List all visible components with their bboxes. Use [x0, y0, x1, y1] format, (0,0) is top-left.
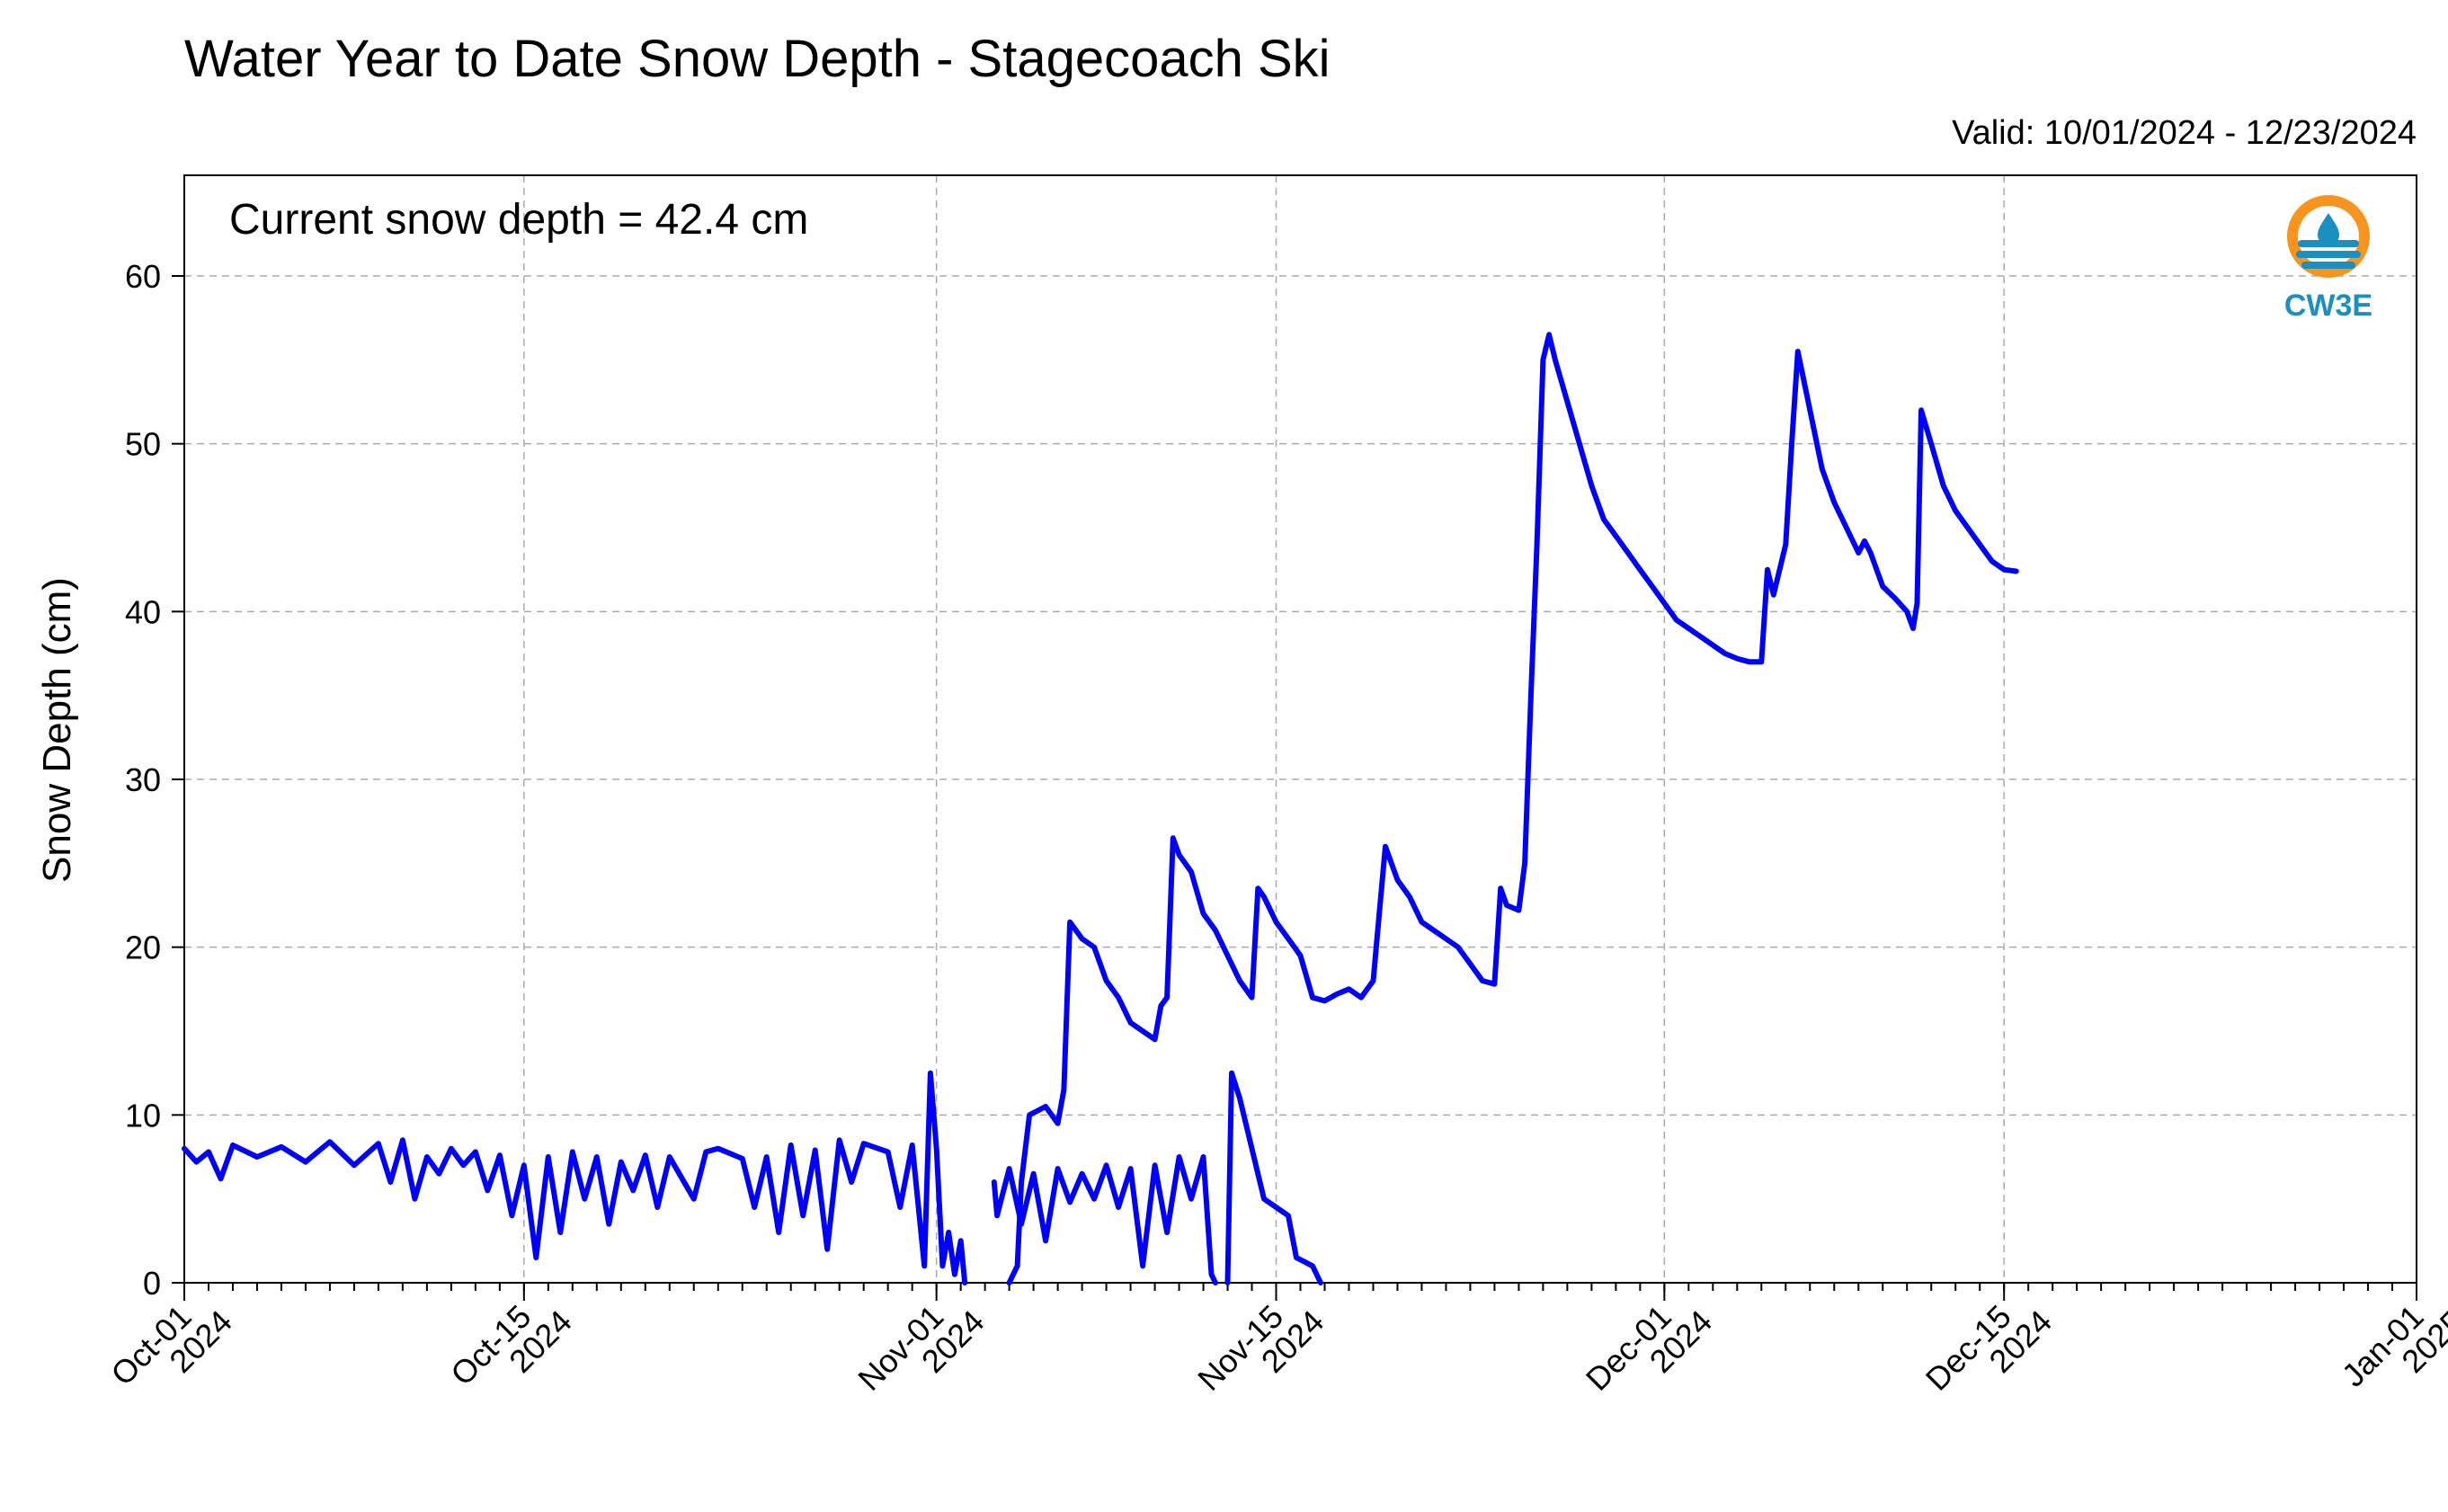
logo-wave-mid-icon — [2296, 251, 2361, 258]
snow-depth-line-segment — [991, 1154, 1218, 1285]
snow-depth-line-segment — [182, 1070, 968, 1285]
snow-depth-line-segment — [1006, 332, 2019, 1285]
logo-water-drop-icon — [2318, 213, 2339, 245]
x-tick-label: Nov-012024 — [850, 1280, 991, 1420]
y-tick-label: 30 — [125, 761, 161, 798]
logo-text: CW3E — [2284, 289, 2372, 323]
x-tick-label: Dec-152024 — [1918, 1280, 2059, 1420]
snow-depth-series — [182, 332, 2019, 1285]
y-tick-label: 0 — [143, 1265, 161, 1302]
y-axis: 0 10 20 30 40 50 60 — [125, 258, 184, 1302]
x-tick-label: Nov-152024 — [1190, 1280, 1331, 1420]
snow-depth-line-segment — [1224, 1070, 1323, 1285]
plot-frame — [183, 174, 2417, 1284]
y-tick-label: 50 — [125, 426, 161, 463]
chart-subtitle: Valid: 10/01/2024 - 12/23/2024 — [1952, 114, 2417, 152]
chart-title: Water Year to Date Snow Depth - Stagecoa… — [184, 30, 1331, 88]
logo-wave-low-icon — [2301, 262, 2355, 269]
y-tick-label: 40 — [125, 593, 161, 630]
cw3e-logo: CW3E — [2257, 184, 2400, 328]
y-axis-label: Snow Depth (cm) — [35, 577, 79, 883]
grid-lines — [184, 175, 2417, 1283]
x-tick-label: Oct-152024 — [443, 1280, 579, 1416]
y-tick-label: 20 — [125, 929, 161, 966]
x-tick-label: Oct-012024 — [103, 1280, 239, 1416]
x-tick-label: Dec-012024 — [1579, 1280, 1719, 1420]
x-axis: Oct-012024 Oct-152024 Nov-012024 Nov-152024… — [103, 1280, 2448, 1420]
x-tick-label: Jan-012025 — [2335, 1280, 2448, 1417]
y-tick-label: 60 — [125, 258, 161, 295]
current-depth-annotation: Current snow depth = 42.4 cm — [229, 196, 808, 244]
y-tick-label: 10 — [125, 1097, 161, 1134]
